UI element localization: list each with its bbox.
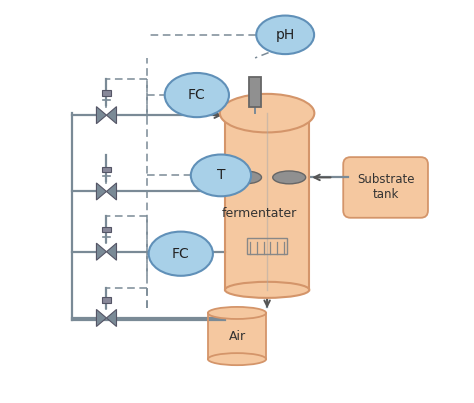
Text: Substrate
tank: Substrate tank	[357, 173, 414, 202]
FancyBboxPatch shape	[343, 157, 428, 218]
Polygon shape	[107, 310, 117, 326]
Bar	[102, 297, 111, 303]
Bar	[225, 113, 310, 290]
Bar	[247, 239, 287, 254]
Ellipse shape	[273, 171, 306, 184]
Polygon shape	[96, 183, 107, 200]
Ellipse shape	[225, 282, 310, 298]
Ellipse shape	[220, 94, 314, 133]
Text: Air: Air	[228, 330, 246, 343]
Ellipse shape	[191, 154, 251, 196]
Bar	[249, 77, 261, 107]
Polygon shape	[96, 310, 107, 326]
Ellipse shape	[149, 232, 213, 276]
Ellipse shape	[228, 171, 262, 184]
Bar	[102, 167, 111, 172]
Text: pH: pH	[275, 28, 295, 42]
Polygon shape	[107, 107, 117, 124]
Ellipse shape	[208, 307, 266, 319]
Bar	[102, 227, 111, 232]
Bar	[208, 313, 266, 359]
Polygon shape	[96, 107, 107, 124]
Text: FC: FC	[172, 247, 190, 261]
Ellipse shape	[164, 73, 229, 117]
Ellipse shape	[208, 353, 266, 365]
Polygon shape	[96, 243, 107, 260]
Text: FC: FC	[188, 88, 206, 102]
Polygon shape	[107, 243, 117, 260]
Text: T: T	[217, 168, 225, 183]
Polygon shape	[107, 183, 117, 200]
Text: fermentater: fermentater	[221, 207, 297, 220]
Bar	[102, 90, 111, 96]
Ellipse shape	[256, 16, 314, 54]
